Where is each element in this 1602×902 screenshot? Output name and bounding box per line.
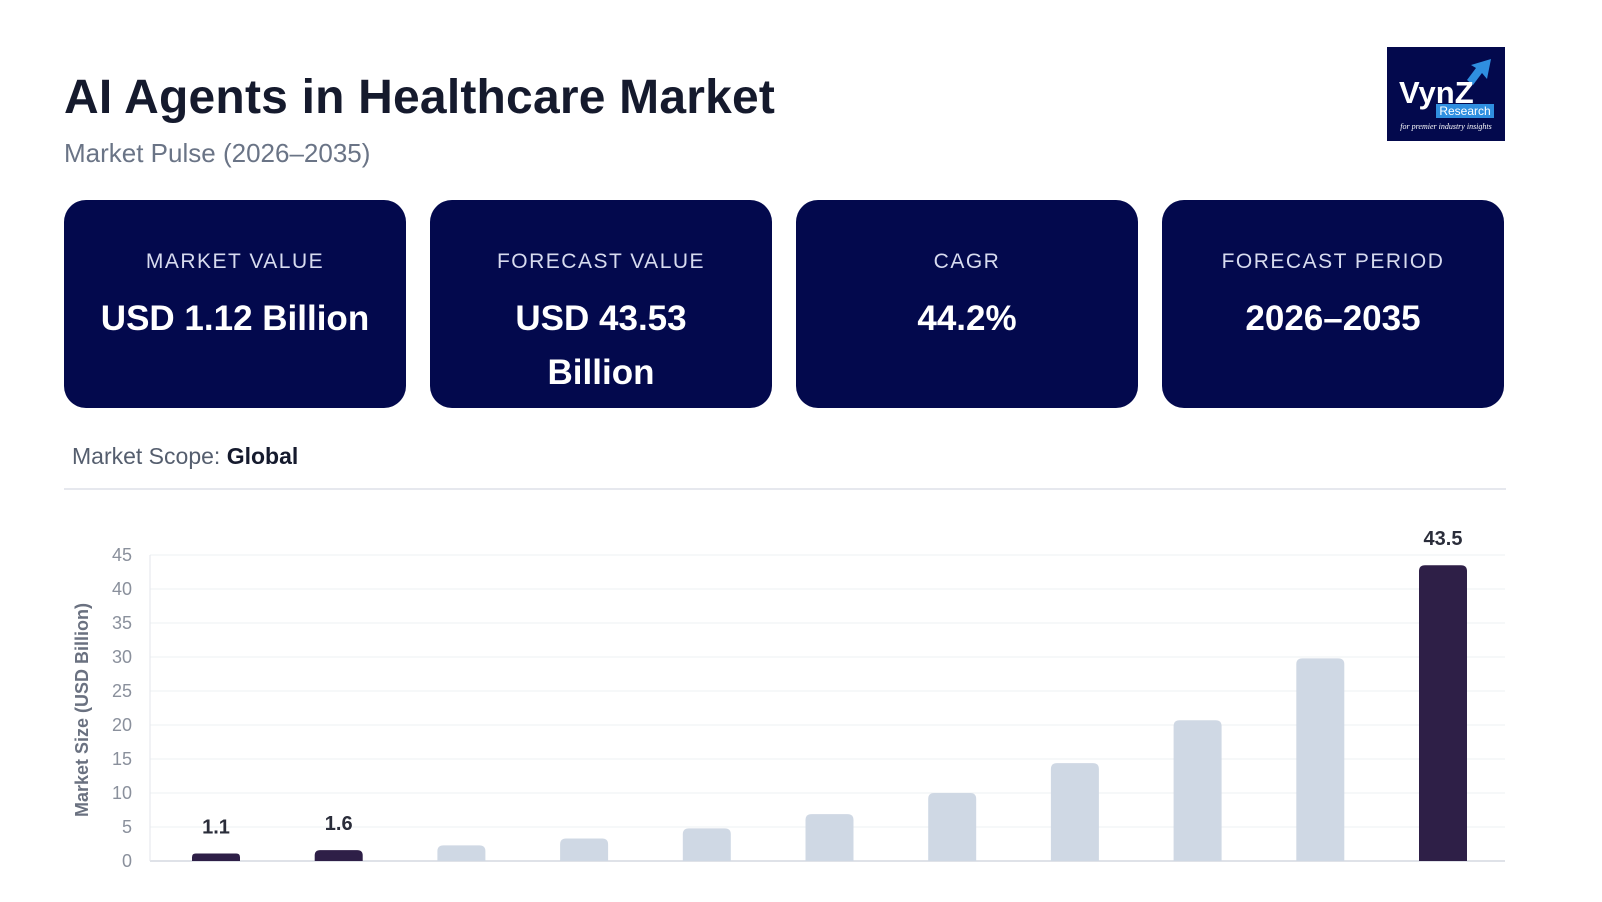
page-title: AI Agents in Healthcare Market: [64, 71, 776, 124]
bar: [1173, 720, 1222, 861]
card-forecast-period: FORECAST PERIOD 2026–2035: [1162, 200, 1504, 408]
bar: [560, 838, 609, 861]
card-label: FORECAST VALUE: [496, 250, 706, 273]
card-market-value: MARKET VALUE USD 1.12 Billion: [64, 200, 406, 408]
y-tick-label: 15: [112, 749, 132, 769]
bar: [1296, 658, 1345, 861]
scope-label: Market Scope:: [72, 443, 221, 469]
bar: [928, 793, 977, 861]
card-value: USD 43.53 Billion: [515, 299, 687, 392]
market-size-bar-chart: 0 5 10 15 20 25 30 35 40 45 1.1 1.6 43.5 Market Siz…: [72, 528, 1505, 871]
chart-bars: [192, 565, 1467, 861]
y-tick-label: 25: [112, 681, 132, 701]
market-scope: Market Scope: Global: [72, 443, 298, 470]
divider: [64, 488, 1506, 490]
card-forecast-value: FORECAST VALUE USD 43.53 Billion: [430, 200, 772, 408]
y-tick-label: 0: [122, 851, 132, 871]
y-tick-label: 35: [112, 613, 132, 633]
bar-labels: 1.1 1.6 43.5: [202, 528, 1462, 838]
bar: [1419, 565, 1467, 861]
card-label: MARKET VALUE: [145, 250, 325, 273]
bar: [192, 853, 240, 861]
bar: [437, 845, 486, 861]
bar-value-label: 43.5: [1424, 528, 1463, 550]
y-axis-ticks: 0 5 10 15 20 25 30 35 40 45: [112, 545, 132, 871]
bar: [314, 850, 363, 861]
brand-logo: VynZ Research for premier industry insig…: [1387, 47, 1505, 141]
bar: [682, 828, 731, 861]
logo-tagline: for premier industry insights: [1400, 122, 1491, 131]
y-tick-label: 40: [112, 579, 132, 599]
y-tick-label: 5: [122, 817, 132, 837]
scope-value: Global: [226, 443, 299, 469]
card-value: USD 1.12 Billion: [100, 299, 370, 338]
bar: [805, 814, 854, 861]
logo-arrow-icon: [1467, 59, 1491, 85]
bar-value-label: 1.6: [325, 813, 353, 835]
y-axis-label: Market Size (USD Billion): [72, 603, 92, 817]
card-label: CAGR: [933, 250, 1001, 273]
card-cagr: CAGR 44.2%: [796, 200, 1138, 408]
y-tick-label: 20: [112, 715, 132, 735]
page-subtitle: Market Pulse (2026–2035): [64, 138, 371, 168]
y-tick-label: 10: [112, 783, 132, 803]
y-tick-label: 45: [112, 545, 132, 565]
card-label: FORECAST PERIOD: [1221, 250, 1445, 273]
card-value: 44.2%: [917, 299, 1017, 338]
bar-value-label: 1.1: [202, 817, 230, 839]
card-value: 2026–2035: [1245, 299, 1421, 338]
logo-tag: Research: [1439, 104, 1490, 118]
bar: [1050, 763, 1099, 861]
y-tick-label: 30: [112, 647, 132, 667]
